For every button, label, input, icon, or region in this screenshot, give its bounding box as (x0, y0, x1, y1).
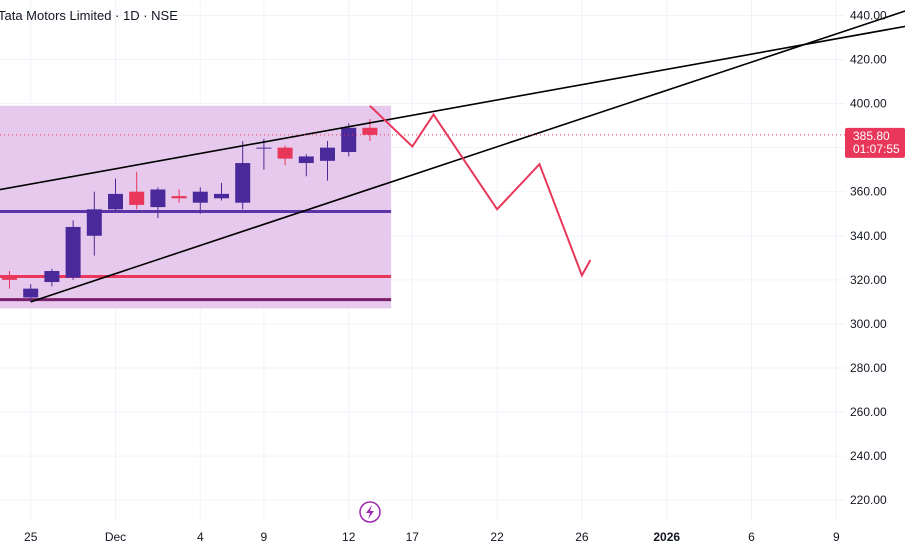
y-tick-label-5: 340.00 (850, 229, 887, 243)
x-tick-label-6: 22 (490, 530, 504, 544)
candle-body-11 (235, 163, 251, 203)
candle-15 (320, 141, 335, 181)
y-tick-label-8: 280.00 (850, 361, 887, 375)
chart-title: Tata Motors Limited · 1D · NSE (0, 8, 178, 23)
projection-path (369, 105, 592, 278)
candle-body-6 (129, 191, 145, 205)
candle-body-8 (171, 196, 187, 199)
candle-13 (277, 145, 293, 166)
candle-body-17 (362, 127, 378, 135)
trend-lines (0, 0, 905, 303)
candle-10 (214, 182, 229, 201)
candle-body-15 (320, 147, 335, 161)
candle-body-14 (298, 156, 314, 164)
y-tick-label-0: 440.00 (850, 8, 887, 22)
candle-4 (86, 191, 102, 256)
lightning-icon[interactable] (359, 501, 381, 523)
candle-11 (235, 141, 251, 210)
x-tick-label-4: 12 (342, 530, 356, 544)
candle-body-12 (256, 147, 272, 149)
candle-5 (108, 178, 123, 212)
candle-body-2 (44, 271, 60, 283)
candle-12 (256, 138, 272, 170)
candle-1 (23, 284, 39, 302)
y-tick-label-4: 360.00 (850, 185, 887, 199)
x-tick-label-5: 17 (406, 530, 420, 544)
x-tick-label-2: 4 (197, 530, 204, 544)
y-tick-label-6: 320.00 (850, 273, 887, 287)
trend-line-1[interactable] (30, 0, 905, 303)
y-tick-label-1: 420.00 (850, 52, 887, 66)
candle-body-10 (214, 193, 229, 199)
candle-6 (129, 171, 145, 210)
x-tick-label-0: 25 (24, 530, 38, 544)
candle-14 (298, 154, 314, 177)
x-tick-label-7: 26 (575, 530, 589, 544)
candles (2, 118, 378, 302)
price-badge-price: 385.80 (853, 129, 890, 143)
candle-7 (150, 187, 166, 219)
y-tick-label-7: 300.00 (850, 317, 887, 331)
y-tick-label-11: 220.00 (850, 493, 887, 507)
candle-body-0 (2, 275, 17, 280)
price-badge-countdown: 01:07:55 (853, 142, 900, 156)
projection-polyline[interactable] (369, 105, 592, 278)
x-tick-label-10: 9 (833, 530, 840, 544)
candle-body-3 (65, 226, 81, 278)
candle-body-9 (192, 191, 208, 203)
x-tick-label-3: 9 (261, 530, 268, 544)
range-zone (0, 105, 392, 309)
x-tick-label-8: 2026 (653, 530, 680, 544)
trend-line-0[interactable] (0, 4, 905, 191)
range-zone-rect (0, 105, 392, 309)
candle-9 (192, 187, 208, 214)
y-tick-label-2: 400.00 (850, 97, 887, 111)
x-tick-label-9: 6 (748, 530, 755, 544)
x-tick-label-1: Dec (105, 530, 126, 544)
candle-2 (44, 268, 60, 287)
candle-3 (65, 220, 81, 280)
candle-body-7 (150, 189, 166, 208)
candle-body-5 (108, 193, 123, 210)
y-tick-label-9: 260.00 (850, 405, 887, 419)
candle-0 (2, 271, 17, 289)
y-tick-label-10: 240.00 (850, 449, 887, 463)
candle-body-1 (23, 288, 39, 298)
candle-8 (171, 189, 187, 203)
price-badge: 385.80 01:07:55 (845, 127, 905, 158)
candle-body-13 (277, 147, 293, 159)
candle-16 (341, 123, 357, 157)
candle-body-4 (86, 209, 102, 236)
candle-body-16 (341, 127, 357, 153)
x-axis: 25Dec49121722262026691419 (24, 530, 840, 544)
